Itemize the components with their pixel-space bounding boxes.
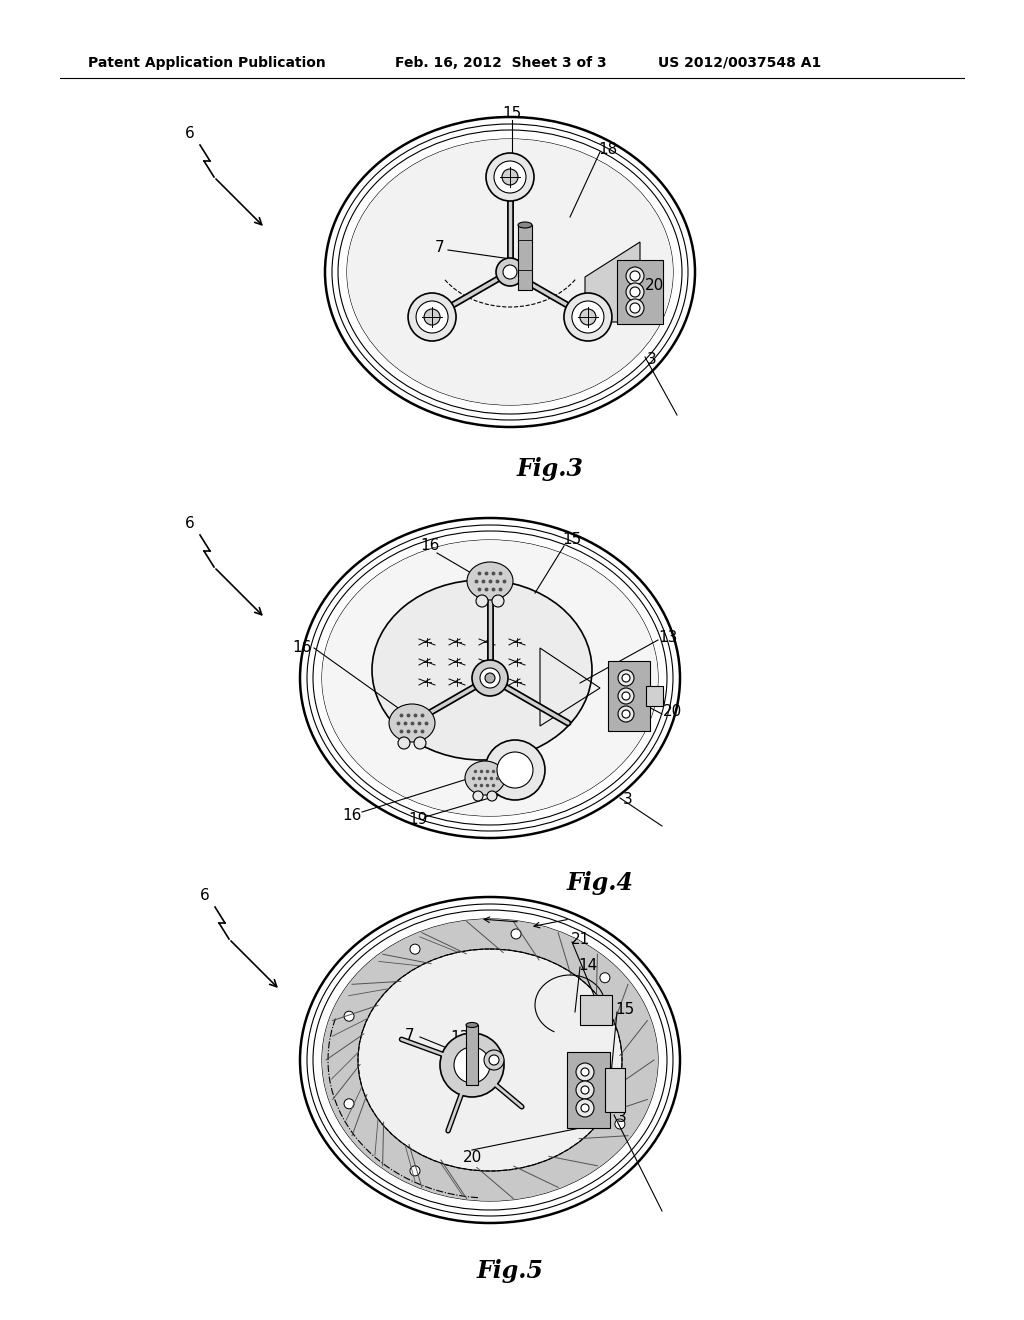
Text: 13: 13: [451, 1031, 470, 1045]
Circle shape: [410, 1166, 420, 1176]
Ellipse shape: [347, 139, 673, 405]
Circle shape: [496, 257, 524, 286]
Text: 19: 19: [409, 813, 428, 828]
Circle shape: [511, 929, 521, 939]
Polygon shape: [617, 260, 663, 323]
Text: 15: 15: [615, 1002, 635, 1018]
Circle shape: [626, 282, 644, 301]
Circle shape: [410, 944, 420, 954]
Circle shape: [581, 1068, 589, 1076]
Text: 3: 3: [624, 792, 633, 808]
Circle shape: [472, 660, 508, 696]
Ellipse shape: [465, 762, 505, 795]
Text: 16: 16: [420, 539, 439, 553]
Ellipse shape: [518, 222, 532, 228]
Circle shape: [484, 1049, 504, 1071]
Text: 6: 6: [200, 887, 210, 903]
Text: 20: 20: [663, 705, 682, 719]
Ellipse shape: [358, 949, 622, 1171]
Text: 15: 15: [503, 106, 521, 120]
Text: Fig.5: Fig.5: [476, 1259, 544, 1283]
Circle shape: [622, 710, 630, 718]
Circle shape: [414, 737, 426, 748]
Circle shape: [476, 595, 488, 607]
Circle shape: [408, 293, 456, 341]
Circle shape: [398, 737, 410, 748]
Circle shape: [503, 265, 517, 279]
Polygon shape: [585, 242, 640, 322]
Text: 16: 16: [342, 808, 361, 822]
Text: 6: 6: [185, 125, 195, 140]
Circle shape: [494, 161, 526, 193]
Circle shape: [485, 741, 545, 800]
Circle shape: [581, 1104, 589, 1111]
Circle shape: [630, 286, 640, 297]
Text: 21: 21: [570, 932, 590, 948]
Polygon shape: [518, 224, 532, 290]
Ellipse shape: [389, 704, 435, 742]
Circle shape: [502, 169, 518, 185]
Polygon shape: [580, 995, 612, 1026]
Circle shape: [580, 309, 596, 325]
Circle shape: [424, 309, 440, 325]
Circle shape: [581, 1086, 589, 1094]
Circle shape: [622, 692, 630, 700]
Circle shape: [575, 1081, 594, 1100]
Circle shape: [626, 300, 644, 317]
Circle shape: [622, 675, 630, 682]
Circle shape: [600, 973, 610, 982]
Text: Feb. 16, 2012  Sheet 3 of 3: Feb. 16, 2012 Sheet 3 of 3: [395, 55, 606, 70]
Circle shape: [485, 673, 495, 682]
Text: 7: 7: [435, 240, 444, 256]
Circle shape: [575, 1063, 594, 1081]
Text: 16: 16: [292, 640, 311, 656]
Polygon shape: [608, 661, 650, 731]
Text: 20: 20: [463, 1151, 481, 1166]
Circle shape: [440, 1034, 504, 1097]
Text: 6: 6: [185, 516, 195, 531]
Circle shape: [454, 1047, 490, 1082]
Text: 18: 18: [598, 143, 617, 157]
Circle shape: [630, 271, 640, 281]
Ellipse shape: [322, 540, 658, 816]
Text: 15: 15: [562, 532, 582, 548]
Circle shape: [630, 304, 640, 313]
Circle shape: [614, 1119, 625, 1129]
Text: 7: 7: [406, 1027, 415, 1043]
Ellipse shape: [466, 1023, 478, 1027]
Polygon shape: [466, 1026, 478, 1085]
Text: 20: 20: [644, 277, 664, 293]
Polygon shape: [646, 686, 663, 706]
Text: Fig.4: Fig.4: [566, 871, 634, 895]
Circle shape: [416, 301, 449, 333]
Text: Patent Application Publication: Patent Application Publication: [88, 55, 326, 70]
Circle shape: [575, 1100, 594, 1117]
Circle shape: [618, 671, 634, 686]
Circle shape: [492, 595, 504, 607]
Polygon shape: [605, 1068, 625, 1111]
Circle shape: [473, 791, 483, 801]
Polygon shape: [567, 1052, 610, 1129]
Text: US 2012/0037548 A1: US 2012/0037548 A1: [658, 55, 821, 70]
Circle shape: [572, 301, 604, 333]
Circle shape: [489, 1055, 499, 1065]
Circle shape: [618, 688, 634, 704]
Text: 3: 3: [647, 352, 656, 367]
Circle shape: [486, 153, 534, 201]
Text: Fig.3: Fig.3: [516, 457, 584, 480]
Ellipse shape: [372, 579, 592, 760]
Circle shape: [618, 706, 634, 722]
Circle shape: [487, 791, 497, 801]
Ellipse shape: [467, 562, 513, 601]
Text: 13: 13: [658, 631, 678, 645]
Circle shape: [344, 1098, 354, 1109]
Text: 3: 3: [617, 1110, 627, 1126]
Circle shape: [480, 668, 500, 688]
Circle shape: [626, 267, 644, 285]
Circle shape: [344, 1011, 354, 1022]
Circle shape: [497, 752, 534, 788]
Ellipse shape: [322, 919, 658, 1201]
Text: 14: 14: [579, 957, 598, 973]
Circle shape: [564, 293, 612, 341]
